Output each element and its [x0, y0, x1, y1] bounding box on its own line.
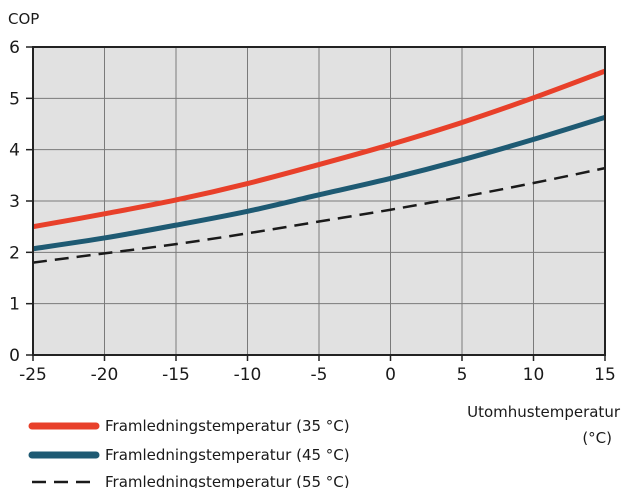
series-lines — [32, 68, 606, 264]
x-tick-label: -20 — [91, 365, 119, 385]
series-line-1 — [32, 68, 606, 230]
legend-label-3: Framledningstemperatur (55 °C) — [105, 473, 350, 488]
x-tick-label: -5 — [311, 365, 328, 385]
series-line-3 — [32, 166, 606, 264]
y-tick-label: 1 — [9, 295, 20, 315]
series-line-2 — [32, 114, 606, 252]
y-tick-label: 6 — [9, 38, 20, 58]
y-axis-ticks: 0 1 2 3 4 5 6 — [9, 38, 33, 366]
x-tick-label: 0 — [385, 365, 396, 385]
x-axis-ticks: -25 -20 -15 -10 -5 0 5 10 15 — [19, 355, 616, 385]
y-axis-label: COP — [8, 10, 39, 28]
y-tick-label: 3 — [9, 192, 20, 212]
x-tick-label: 5 — [457, 365, 468, 385]
legend: Framledningstemperatur (35 °C) Framlednin… — [28, 417, 350, 488]
x-tick-label: 10 — [523, 365, 545, 385]
y-tick-label: 2 — [9, 243, 20, 263]
x-axis-label-line2: (°C) — [582, 429, 612, 447]
x-tick-label: 15 — [594, 365, 616, 385]
y-tick-label: 4 — [9, 141, 20, 161]
y-tick-label: 5 — [9, 89, 20, 109]
x-axis-label-line1: Utomhustemperatur — [467, 403, 621, 421]
x-tick-label: -25 — [19, 365, 47, 385]
x-tick-label: -15 — [162, 365, 190, 385]
legend-label-1: Framledningstemperatur (35 °C) — [105, 417, 350, 435]
legend-label-2: Framledningstemperatur (45 °C) — [105, 446, 350, 464]
x-tick-label: -10 — [234, 365, 262, 385]
y-tick-label: 0 — [9, 346, 20, 366]
